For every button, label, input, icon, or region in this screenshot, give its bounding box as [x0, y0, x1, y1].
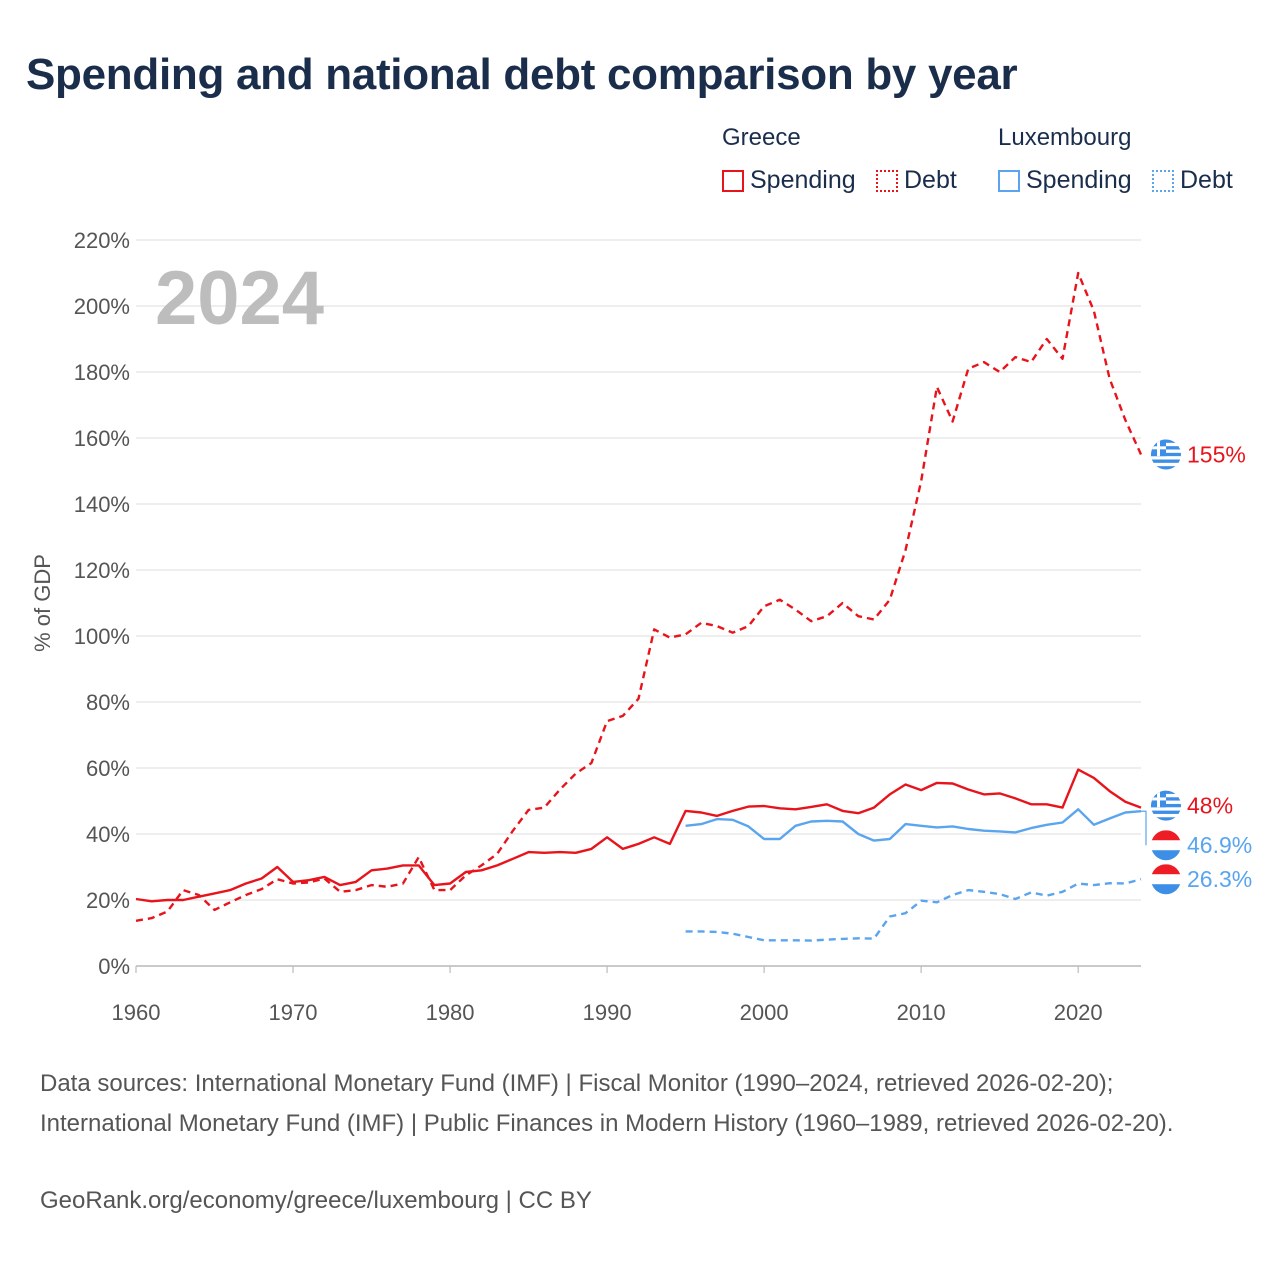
- greece-flag-icon: [1151, 790, 1181, 821]
- flag-stripe: [1151, 810, 1181, 815]
- flag-stripe: [1151, 466, 1181, 470]
- flag-stripe: [1151, 850, 1181, 861]
- luxembourg-flag-icon: [1151, 830, 1181, 861]
- series-line-luxembourg-spending: [685, 808, 1142, 842]
- x-tick-label: 2010: [897, 1000, 946, 1025]
- legend-label-luxembourg-spending: Spending: [1026, 166, 1132, 194]
- flag-cross: [1151, 797, 1166, 801]
- end-label-luxembourg-spending: 46.9%: [1187, 832, 1252, 858]
- footer-credit: GeoRank.org/economy/greece/luxembourg | …: [40, 1187, 592, 1214]
- legend-item-greece-spending[interactable]: Spending: [722, 166, 856, 195]
- x-tick-label: 2020: [1054, 1000, 1103, 1025]
- flag-stripe: [1151, 830, 1181, 841]
- x-axis-ticks: 1960 1970 1980 1990 2000 2010 2020: [112, 966, 1103, 1025]
- chart-title: Spending and national debt comparison by…: [26, 50, 1018, 99]
- legend-label-greece-debt: Debt: [904, 166, 957, 194]
- legend-group-luxembourg: Luxembourg: [998, 124, 1132, 151]
- end-label-connector: [1141, 810, 1147, 846]
- legend-label-greece-spending: Spending: [750, 166, 856, 194]
- end-label-greece-spending: 48%: [1187, 793, 1233, 819]
- legend-swatch-greece-debt: [876, 169, 898, 192]
- legend-item-luxembourg-debt[interactable]: Debt: [1152, 166, 1233, 195]
- y-tick-label: 20%: [86, 888, 130, 913]
- y-tick-label: 180%: [74, 360, 130, 385]
- end-label-greece-debt: 155%: [1187, 442, 1246, 468]
- flag-stripe: [1151, 807, 1181, 811]
- flag-stripe: [1151, 456, 1181, 460]
- gridlines: [136, 239, 1141, 967]
- flag-stripe: [1151, 462, 1181, 467]
- x-tick-label: 2000: [740, 1000, 789, 1025]
- legend-swatch-luxembourg-debt: [1152, 169, 1174, 192]
- x-tick-label: 1960: [112, 1000, 161, 1025]
- y-tick-label: 60%: [86, 756, 130, 781]
- footer-sources: Data sources: International Monetary Fun…: [40, 1070, 1174, 1137]
- flag-stripe: [1151, 840, 1181, 851]
- legend-group-greece: Greece: [722, 124, 801, 151]
- y-tick-label: 200%: [74, 294, 130, 319]
- legend-item-luxembourg-spending[interactable]: Spending: [998, 166, 1132, 195]
- end-labels: 155% 48% 46.9% 26.3%: [1141, 439, 1252, 895]
- legend-swatch-greece-spending: [722, 169, 744, 192]
- flag-stripe: [1151, 874, 1181, 885]
- y-tick-label: 160%: [74, 426, 130, 451]
- series-lines: [135, 271, 1143, 942]
- y-tick-label: 220%: [74, 228, 130, 253]
- legend-label-luxembourg-debt: Debt: [1180, 166, 1233, 194]
- flag-stripe: [1151, 813, 1181, 818]
- greece-flag-icon: [1151, 439, 1181, 470]
- y-tick-label: 80%: [86, 690, 130, 715]
- y-tick-label: 140%: [74, 492, 130, 517]
- y-tick-label: 0%: [98, 954, 130, 979]
- y-axis-label: % of GDP: [30, 554, 55, 652]
- x-tick-label: 1980: [426, 1000, 475, 1025]
- flag-stripe: [1151, 884, 1181, 895]
- end-label-luxembourg-debt: 26.3%: [1187, 866, 1252, 892]
- flag-stripe: [1151, 864, 1181, 875]
- x-tick-label: 1990: [583, 1000, 632, 1025]
- flag-stripe: [1151, 817, 1181, 821]
- legend-swatch-luxembourg-spending: [998, 169, 1020, 192]
- flag-cross: [1151, 446, 1166, 450]
- series-line-greece-debt: [135, 271, 1143, 922]
- y-tick-label: 40%: [86, 822, 130, 847]
- year-watermark: 2024: [155, 256, 324, 341]
- x-tick-label: 1970: [269, 1000, 318, 1025]
- legend-item-greece-debt[interactable]: Debt: [876, 166, 957, 195]
- y-axis-ticks: 0% 20% 40% 60% 80% 100% 120% 140% 160% 180% 200% 22…: [74, 228, 130, 979]
- y-tick-label: 100%: [74, 624, 130, 649]
- y-tick-label: 120%: [74, 558, 130, 583]
- series-line-luxembourg-debt: [685, 878, 1142, 942]
- luxembourg-flag-icon: [1151, 864, 1181, 895]
- series-line-greece-spending: [135, 768, 1142, 903]
- flag-stripe: [1151, 459, 1181, 464]
